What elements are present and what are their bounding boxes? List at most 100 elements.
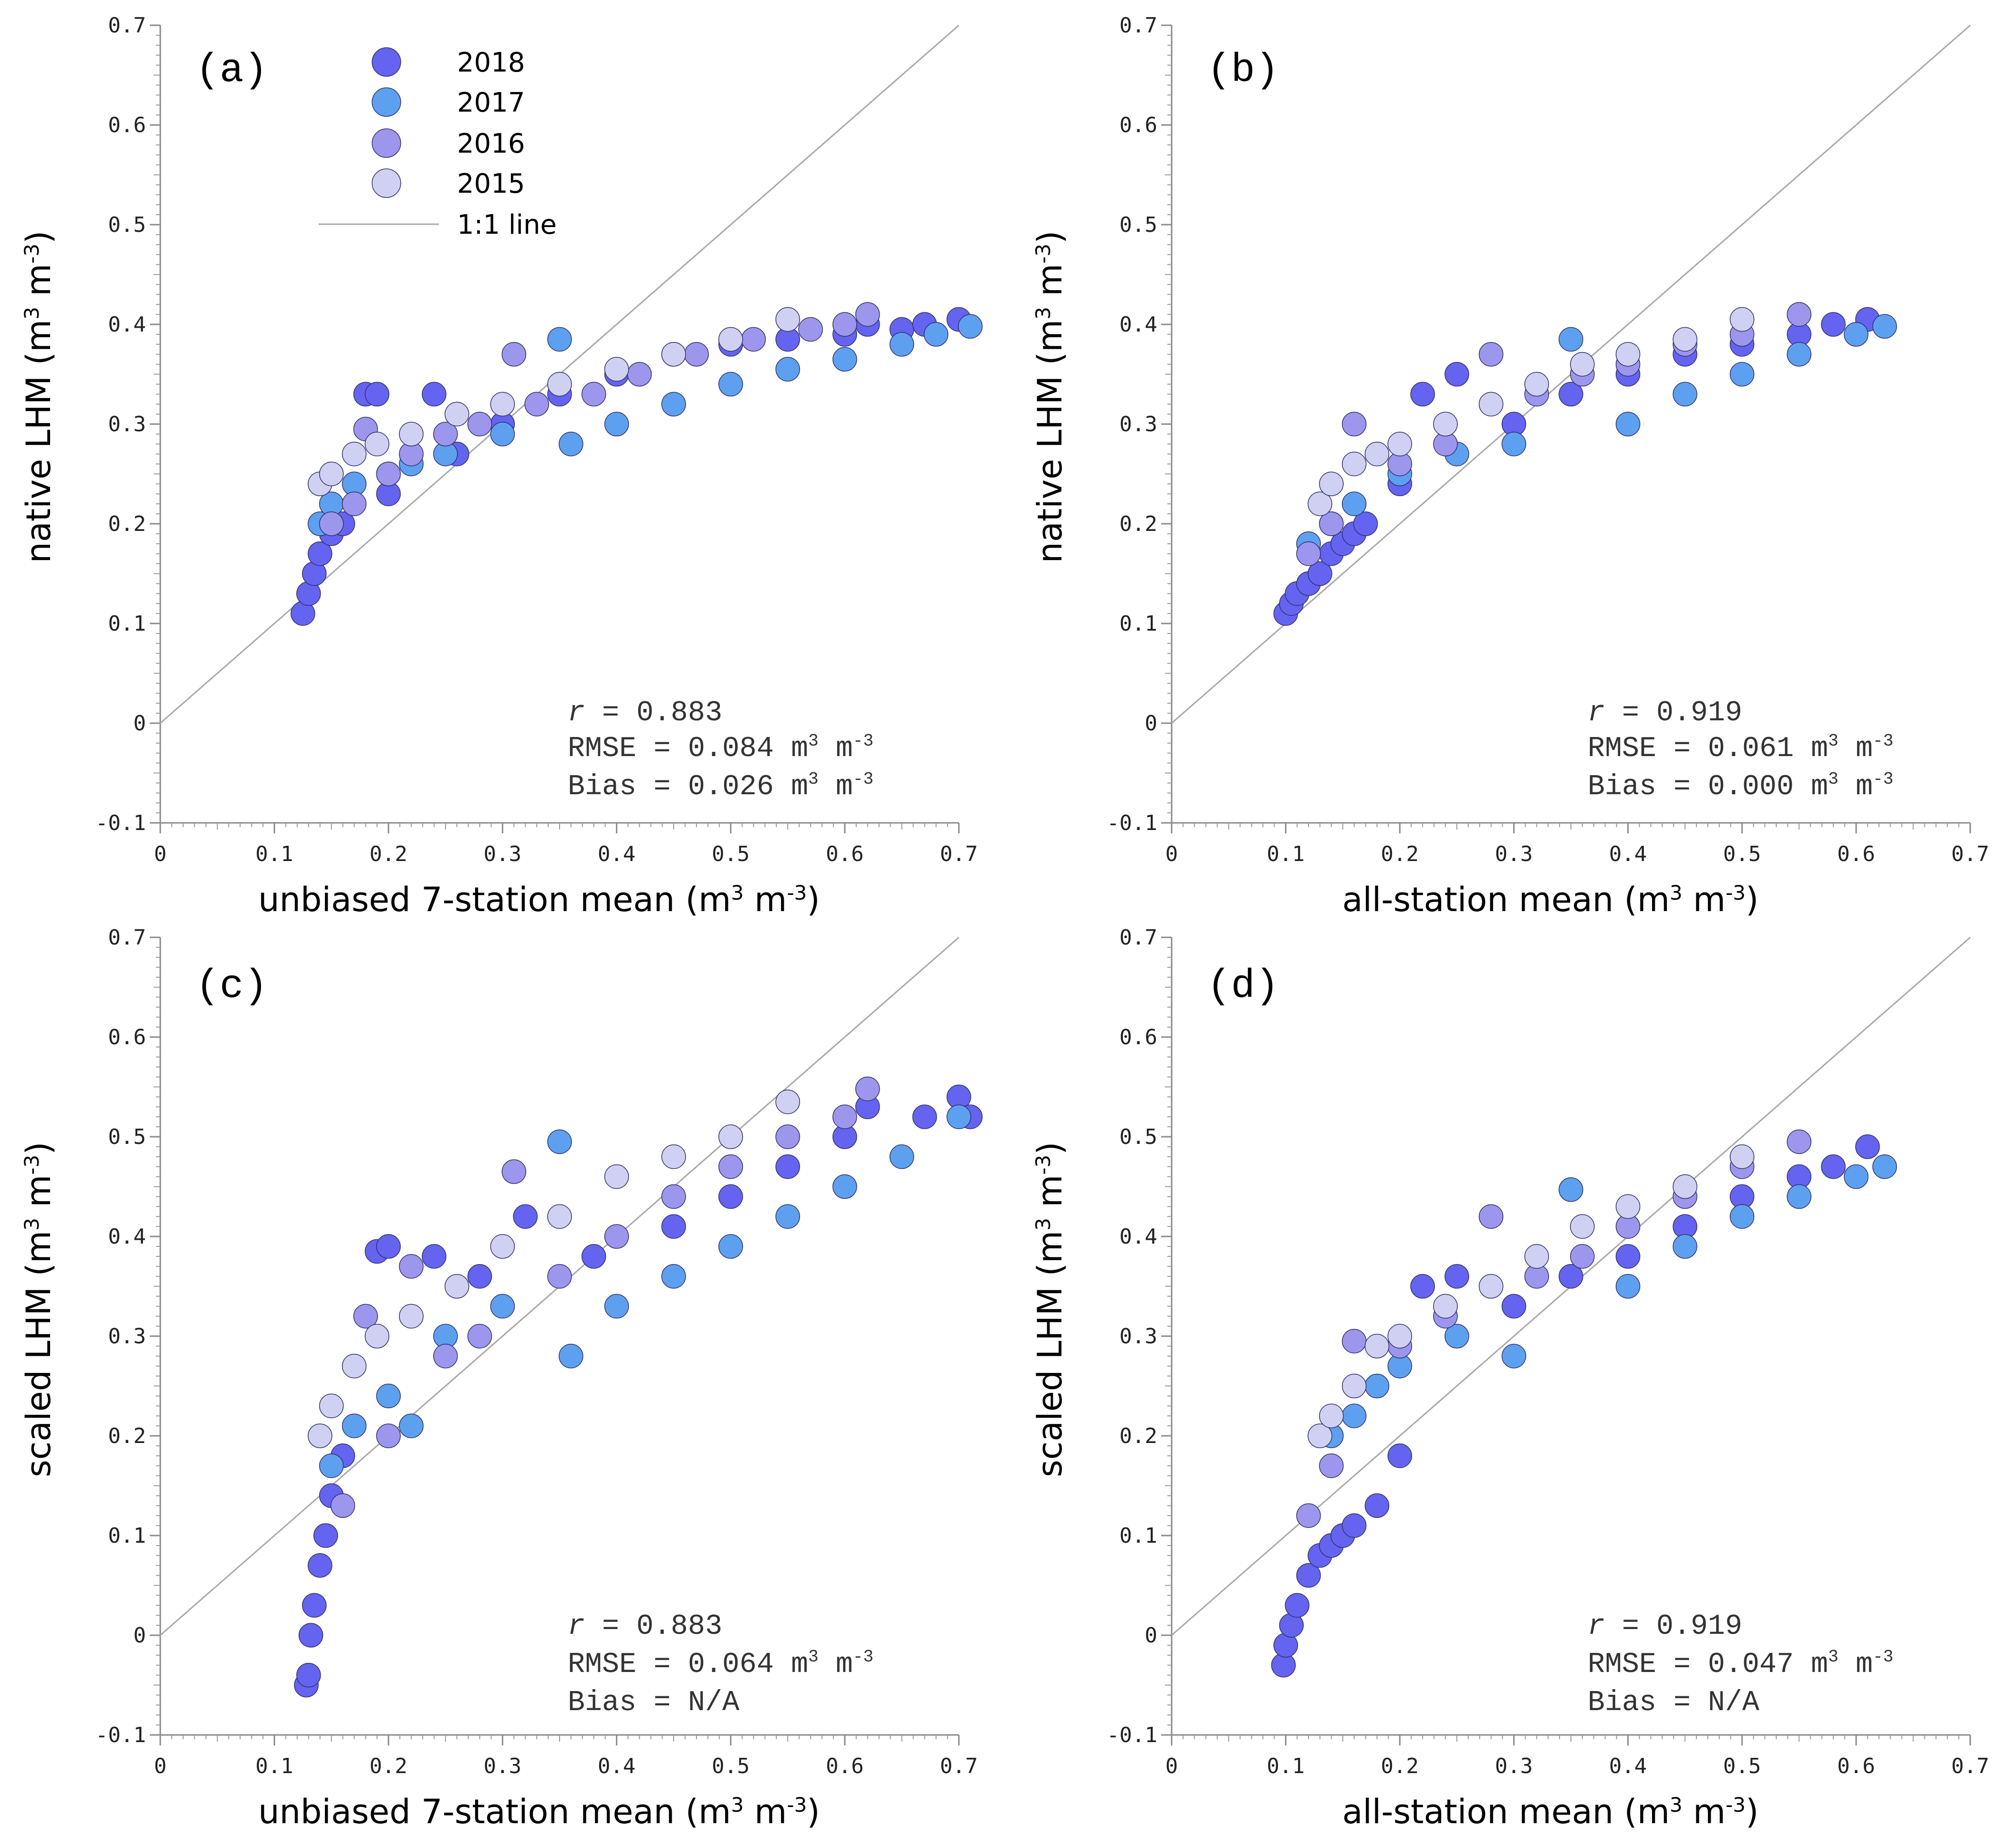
point-2016-d	[1296, 1503, 1321, 1528]
y-tick-label-a: -0.1	[95, 811, 146, 835]
point-2017-d	[1787, 1184, 1812, 1209]
point-2018-c	[661, 1214, 686, 1239]
legend-label-2016: 2016	[457, 128, 525, 159]
point-2015-d	[1308, 1423, 1332, 1448]
point-2016-c	[353, 1304, 378, 1329]
point-2018-a	[364, 382, 390, 407]
point-2017-a	[490, 422, 515, 446]
y-axis-title-a: native LHM (m3 m-3)	[19, 230, 58, 563]
y-tick-label-a: 0.5	[108, 213, 146, 237]
stat-rmse-a: RMSE = 0.084 m3 m-3	[568, 731, 873, 765]
point-2018-c	[912, 1104, 937, 1129]
x-axis-title-a: unbiased 7-station mean (m3 m-3)	[258, 880, 820, 919]
point-2017-a	[924, 322, 948, 347]
y-tick-label-c: 0.7	[108, 925, 146, 950]
point-2017-c	[319, 1453, 344, 1478]
point-2018-a	[422, 382, 447, 407]
point-2016-d	[1570, 1244, 1595, 1269]
y-tick-label-b: 0.7	[1120, 13, 1157, 38]
point-2015-d	[1570, 1214, 1595, 1239]
point-2015-d	[1387, 1324, 1413, 1349]
point-2018-d	[1855, 1134, 1880, 1159]
point-2017-d	[1872, 1154, 1897, 1179]
legend-label-2017: 2017	[457, 87, 525, 118]
point-2015-c	[445, 1274, 469, 1299]
point-2016-c	[433, 1344, 458, 1369]
y-tick-label-c: 0	[134, 1623, 146, 1648]
y-tick-label-d: 0.2	[1120, 1424, 1157, 1448]
point-2018-c	[718, 1184, 743, 1209]
legend-label-2015: 2015	[457, 168, 525, 199]
point-2015-a	[342, 441, 367, 467]
y-tick-label-b: -0.1	[1107, 811, 1157, 835]
point-2015-d	[1615, 1194, 1641, 1219]
y-tick-label-c: 0.1	[108, 1524, 146, 1548]
legend: 2018 2017 2016 2015 1:1 line	[319, 47, 557, 240]
point-2017-b	[1559, 327, 1583, 352]
point-2017-b	[1729, 362, 1755, 387]
stat-bias-a: Bias = 0.026 m3 m-3	[568, 769, 873, 803]
point-2018-d	[1341, 1513, 1367, 1538]
point-2015-c	[342, 1353, 367, 1379]
point-2016-b	[1296, 541, 1321, 566]
point-2017-a	[559, 432, 583, 457]
point-2015-a	[718, 327, 743, 352]
y-tick-label-b: 0	[1145, 711, 1158, 736]
point-2015-d	[1341, 1373, 1367, 1399]
y-tick-label-d: 0	[1145, 1623, 1158, 1648]
y-tick-label-d: 0.6	[1120, 1025, 1157, 1049]
y-tick-label-d: 0.1	[1120, 1524, 1157, 1548]
point-2015-b	[1478, 392, 1504, 416]
point-2017-c	[718, 1234, 743, 1259]
point-2018-d	[1387, 1443, 1413, 1468]
panel-b: 0 0.1 0.2 0.3 0.4 0.5 0.6 0.7 -0.1 0 0.1 0.2 0.3 0.4 0…	[1030, 13, 1989, 919]
y-tick-label-a: 0.4	[108, 312, 146, 337]
point-2017-b	[1341, 491, 1367, 516]
point-2016-b	[1319, 511, 1344, 536]
point-2015-b	[1387, 432, 1413, 457]
point-2016-c	[501, 1159, 527, 1184]
y-tick-label-a: 0	[134, 711, 146, 736]
point-2016-d	[1478, 1204, 1504, 1229]
legend-marker-2015	[372, 168, 401, 198]
point-2016-c	[832, 1104, 857, 1129]
point-2016-c	[604, 1224, 629, 1249]
x-tick-label-c: 0	[154, 1754, 167, 1778]
stats-box-c: r = 0.883 RMSE = 0.064 m3 m-3 Bias = N/A	[568, 1610, 873, 1719]
x-tick-label-c: 0.7	[940, 1754, 977, 1778]
panel-label-c: (c)	[196, 964, 268, 1009]
panel-label-a: (a)	[196, 48, 268, 93]
x-tick-label-b: 0.2	[1381, 842, 1419, 866]
legend-marker-2018	[372, 47, 401, 77]
y-tick-label-a: 0.7	[108, 13, 146, 38]
y-axis-title-c: scaled LHM (m3 m-3)	[19, 1142, 58, 1477]
point-2016-a	[581, 382, 606, 407]
point-2017-b	[1787, 342, 1812, 367]
point-2017-c	[490, 1294, 515, 1319]
y-tick-label-b: 0.4	[1120, 312, 1157, 337]
point-2018-a	[308, 541, 333, 566]
point-2018-d	[1296, 1563, 1321, 1588]
point-2017-b	[1872, 314, 1897, 339]
point-2017-b	[1673, 382, 1697, 407]
point-2015-b	[1524, 372, 1549, 397]
x-tick-label-b: 0.4	[1609, 842, 1647, 866]
point-2016-c	[775, 1124, 800, 1149]
y-tick-label-b: 0.3	[1120, 412, 1157, 436]
point-2017-c	[547, 1129, 572, 1154]
point-2017-a	[775, 357, 800, 382]
point-2016-d	[1787, 1129, 1812, 1154]
y-axis-title-b: native LHM (m3 m-3)	[1030, 230, 1070, 563]
x-tick-label-c: 0.2	[370, 1754, 407, 1778]
point-2018-c	[302, 1593, 327, 1618]
point-2017-d	[1445, 1324, 1469, 1349]
y-tick-label-d: -0.1	[1107, 1723, 1157, 1747]
stat-bias-b: Bias = 0.000 m3 m-3	[1588, 769, 1893, 803]
point-2018-c	[296, 1662, 321, 1688]
point-2015-c	[364, 1324, 390, 1349]
point-2015-d	[1433, 1294, 1458, 1319]
point-2016-c	[330, 1493, 355, 1518]
plot-area-a: 0 0.1 0.2 0.3 0.4 0.5 0.6 0.7 -0.1 0 0.1 0.2 0.3 0.4 0…	[95, 13, 983, 866]
x-axis-title-c: unbiased 7-station mean (m3 m-3)	[258, 1792, 820, 1831]
point-2015-a	[445, 402, 469, 426]
